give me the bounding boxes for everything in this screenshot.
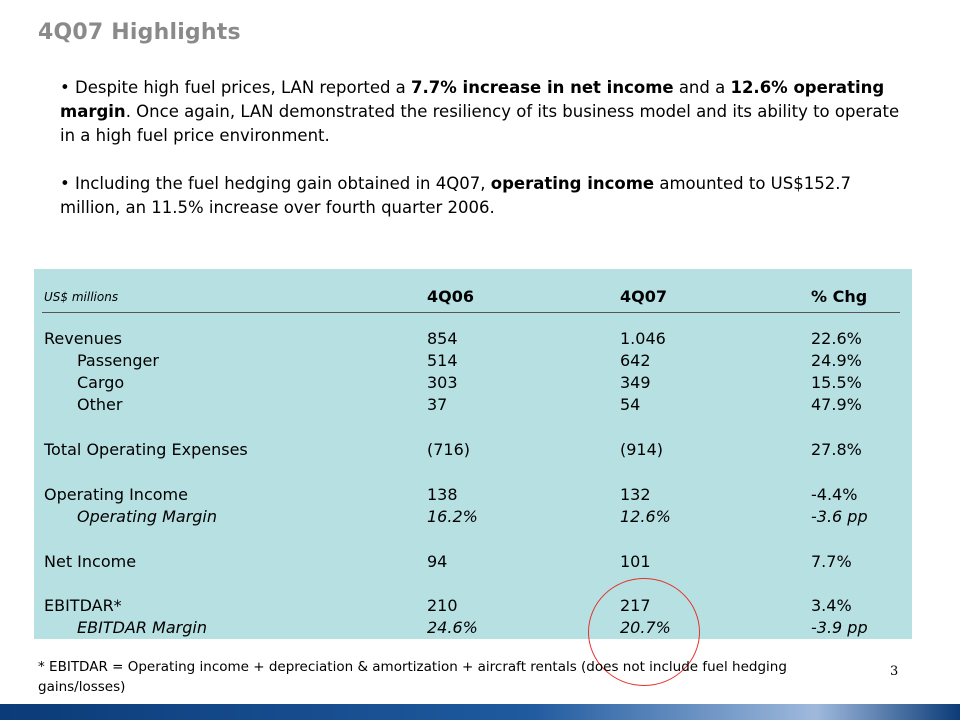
header-divider bbox=[42, 312, 900, 313]
bullet-bold-text: 7.7% increase in net income bbox=[411, 78, 674, 97]
row-label: Other bbox=[77, 395, 123, 414]
row-label: Total Operating Expenses bbox=[44, 440, 248, 459]
footnote: * EBITDAR = Operating income + depreciat… bbox=[38, 659, 787, 695]
highlight-circle bbox=[588, 578, 700, 686]
bullet-bold-text: 12.6% operating margin bbox=[60, 78, 885, 121]
table-row-ebitdar: EBITDAR* 210 217 3.4% bbox=[34, 595, 912, 617]
cell-pct-chg: 47.9% bbox=[811, 395, 862, 414]
cell-4q07: (914) bbox=[620, 440, 664, 459]
table-row-cargo: Cargo 303 349 15.5% bbox=[34, 372, 912, 394]
cell-4q06: 854 bbox=[427, 329, 458, 348]
page-number: 3 bbox=[890, 664, 899, 679]
cell-pct-chg: 27.8% bbox=[811, 440, 862, 459]
row-label: Net Income bbox=[44, 552, 137, 571]
table-row-total-operating-expenses: Total Operating Expenses (716) (914) 27.… bbox=[34, 439, 912, 461]
row-label: Passenger bbox=[77, 351, 159, 370]
bullet-bold-text: operating income bbox=[490, 174, 655, 193]
table-row-passenger: Passenger 514 642 24.9% bbox=[34, 350, 912, 372]
row-label: Operating Margin bbox=[77, 507, 218, 526]
bullet-text: Including the fuel hedging gain obtained… bbox=[74, 174, 491, 193]
row-label: Revenues bbox=[44, 329, 123, 348]
cell-4q06: 138 bbox=[427, 485, 458, 504]
cell-4q06: 210 bbox=[427, 596, 458, 615]
row-label: Operating Income bbox=[44, 485, 188, 504]
cell-4q07: 101 bbox=[620, 552, 651, 571]
bullet-net-income: • Despite high fuel prices, LAN reported… bbox=[60, 78, 900, 145]
table-header-row: US$ millions 4Q06 4Q07 % Chg bbox=[34, 286, 912, 308]
unit-label: US$ millions bbox=[44, 290, 119, 304]
cell-4q07: 349 bbox=[620, 373, 651, 392]
cell-4q06: 24.6% bbox=[427, 618, 478, 637]
slide-title: 4Q07 Highlights bbox=[38, 20, 241, 45]
cell-4q06: 514 bbox=[427, 351, 458, 370]
cell-4q06: (716) bbox=[427, 440, 471, 459]
row-label: EBITDAR Margin bbox=[77, 618, 207, 637]
row-label: Cargo bbox=[77, 373, 125, 392]
bullet-operating-income: • Including the fuel hedging gain obtain… bbox=[60, 174, 851, 217]
cell-pct-chg: 24.9% bbox=[811, 351, 862, 370]
cell-4q06: 303 bbox=[427, 373, 458, 392]
highlights-bullets: • Despite high fuel prices, LAN reported… bbox=[60, 76, 900, 244]
cell-4q07: 54 bbox=[620, 395, 641, 414]
bullet-text: amounted to US$152.7 million, an 11.5% i… bbox=[60, 174, 851, 217]
cell-pct-chg: 15.5% bbox=[811, 373, 862, 392]
cell-pct-chg: 7.7% bbox=[811, 552, 852, 571]
cell-4q07: 132 bbox=[620, 485, 651, 504]
bullet-text: . Once again, LAN demonstrated the resil… bbox=[60, 102, 900, 145]
table-row-other: Other 37 54 47.9% bbox=[34, 394, 912, 416]
cell-pct-chg: -3.6 pp bbox=[811, 507, 868, 526]
bullet-text: and a bbox=[673, 78, 731, 97]
table-row-net-income: Net Income 94 101 7.7% bbox=[34, 551, 912, 573]
cell-pct-chg: 3.4% bbox=[811, 596, 852, 615]
cell-4q07: 1.046 bbox=[620, 329, 666, 348]
cell-4q07: 12.6% bbox=[620, 507, 671, 526]
table-row-revenues: Revenues 854 1.046 22.6% bbox=[34, 328, 912, 350]
cell-pct-chg: -3.9 pp bbox=[811, 618, 868, 637]
bottom-bar bbox=[0, 704, 960, 720]
cell-4q07: 642 bbox=[620, 351, 651, 370]
cell-4q06: 16.2% bbox=[427, 507, 478, 526]
cell-pct-chg: -4.4% bbox=[811, 485, 858, 504]
column-header-pct-chg: % Chg bbox=[811, 287, 868, 306]
cell-pct-chg: 22.6% bbox=[811, 329, 862, 348]
cell-4q06: 94 bbox=[427, 552, 448, 571]
table-row-operating-income: Operating Income 138 132 -4.4% bbox=[34, 484, 912, 506]
cell-4q06: 37 bbox=[427, 395, 448, 414]
row-label: EBITDAR* bbox=[44, 596, 122, 615]
table-row-ebitdar-margin: EBITDAR Margin 24.6% 20.7% -3.9 pp bbox=[34, 617, 912, 639]
table-row-operating-margin: Operating Margin 16.2% 12.6% -3.6 pp bbox=[34, 506, 912, 528]
column-header-4q06: 4Q06 bbox=[427, 287, 474, 306]
column-header-4q07: 4Q07 bbox=[620, 287, 667, 306]
bullet-text: Despite high fuel prices, LAN reported a bbox=[74, 78, 412, 97]
financial-table: US$ millions 4Q06 4Q07 % Chg Revenues 85… bbox=[34, 269, 912, 639]
